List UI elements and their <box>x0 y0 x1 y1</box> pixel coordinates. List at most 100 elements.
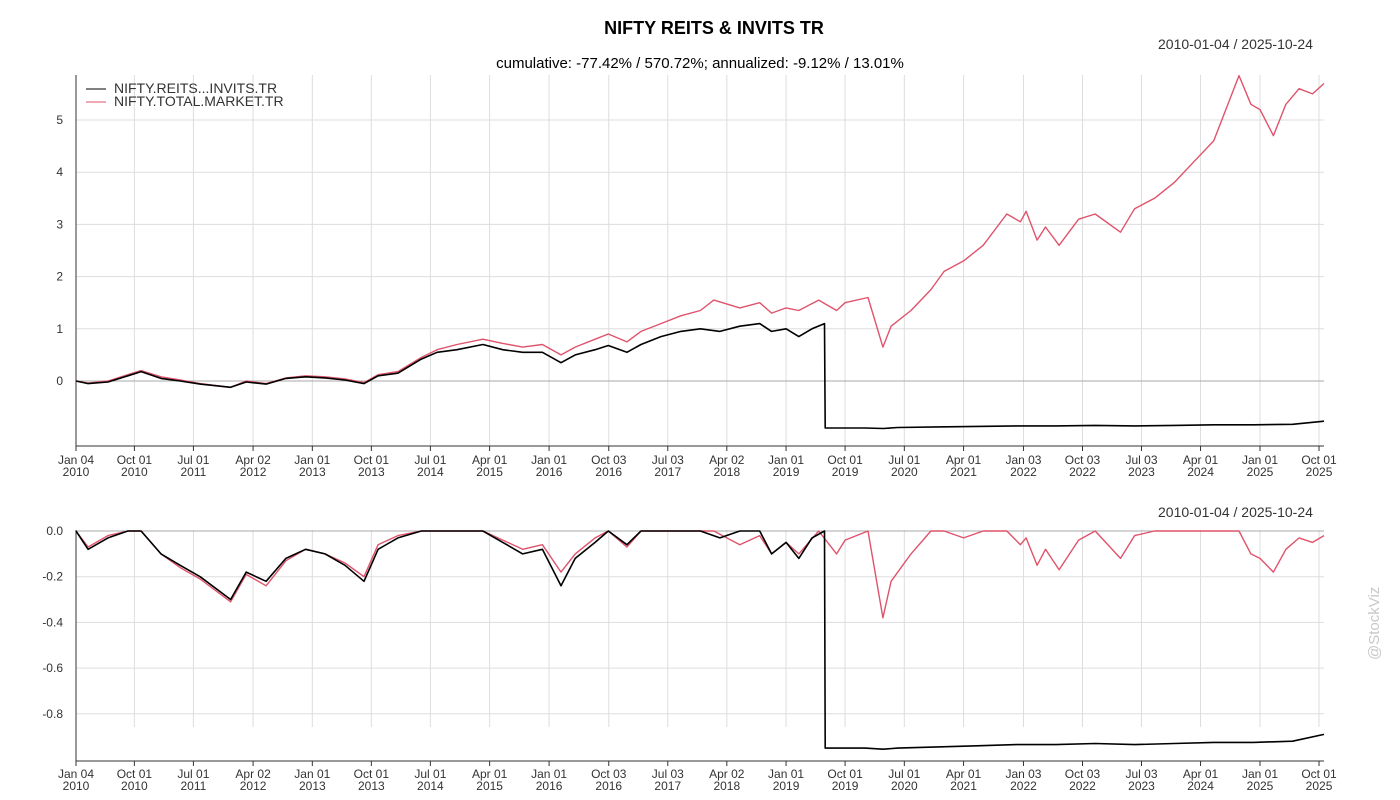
chart-title: NIFTY REITS & INVITS TR <box>604 18 824 38</box>
drawdown-x-tick-label-year: 2019 <box>832 779 859 793</box>
cumulative-series-line-market <box>75 74 1325 388</box>
drawdown-x-tick-label-year: 2025 <box>1247 779 1274 793</box>
cumulative-x-tick-label-year: 2025 <box>1247 465 1274 479</box>
cumulative-x-tick-label: Jan 01 <box>1242 453 1278 467</box>
cumulative-x-tick-label-year: 2018 <box>713 465 740 479</box>
cumulative-x-tick-label: Jul 03 <box>1125 453 1157 467</box>
cumulative-y-tick-label: 3 <box>56 217 63 231</box>
cumulative-x-tick-label: Jan 01 <box>531 453 567 467</box>
cumulative-x-tick-label: Apr 02 <box>235 453 271 467</box>
drawdown-x-tick-label-year: 2025 <box>1306 779 1333 793</box>
cumulative-x-tick-label: Jan 01 <box>294 453 330 467</box>
cumulative-x-tick-label-year: 2012 <box>240 465 267 479</box>
legend-label: NIFTY.TOTAL.MARKET.TR <box>114 93 284 109</box>
cumulative-x-tick-label-year: 2016 <box>595 465 622 479</box>
drawdown-x-tick-label-year: 2017 <box>654 779 681 793</box>
cumulative-y-tick-label: 0 <box>56 374 63 388</box>
cumulative-x-tick-label-year: 2010 <box>63 465 90 479</box>
drawdown-x-tick-label: Apr 01 <box>1183 767 1219 781</box>
drawdown-x-tick-label: Oct 03 <box>591 767 627 781</box>
drawdown-x-tick-label: Apr 01 <box>472 767 508 781</box>
cumulative-x-tick-label-year: 2021 <box>950 465 977 479</box>
cumulative-x-tick-label: Oct 01 <box>117 453 153 467</box>
cumulative-y-tick-label: 1 <box>56 322 63 336</box>
cumulative-x-tick-label-year: 2019 <box>832 465 859 479</box>
drawdown-x-tick-label: Jan 04 <box>58 767 94 781</box>
cumulative-x-tick-label: Oct 03 <box>591 453 627 467</box>
cumulative-x-tick-label: Oct 01 <box>827 453 863 467</box>
drawdown-x-tick-label-year: 2011 <box>180 779 206 793</box>
cumulative-x-tick-label-year: 2022 <box>1010 465 1037 479</box>
cumulative-y-tick-label: 2 <box>56 270 63 284</box>
drawdown-y-tick-label: 0.0 <box>46 524 63 538</box>
cumulative-x-tick-label-year: 2024 <box>1187 465 1214 479</box>
drawdown-x-tick-label: Jan 01 <box>1242 767 1278 781</box>
drawdown-x-tick-label: Oct 01 <box>827 767 863 781</box>
drawdown-x-tick-label-year: 2010 <box>121 779 148 793</box>
cumulative-series-line-reits <box>75 322 1325 430</box>
drawdown-x-tick-label-year: 2012 <box>240 779 267 793</box>
drawdown-x-tick-label: Jul 03 <box>1125 767 1157 781</box>
cumulative-x-tick-label-year: 2014 <box>417 465 444 479</box>
drawdown-x-tick-label: Oct 03 <box>1065 767 1101 781</box>
cumulative-x-tick-label: Jul 01 <box>177 453 209 467</box>
cumulative-x-tick-label-year: 2025 <box>1306 465 1333 479</box>
drawdown-x-tick-label-year: 2022 <box>1010 779 1037 793</box>
cumulative-x-tick-label: Jan 04 <box>58 453 94 467</box>
drawdown-series-line-market <box>75 530 1325 619</box>
top-panel-date-range: 2010-01-04 / 2025-10-24 <box>1158 36 1313 52</box>
cumulative-x-tick-label: Jan 03 <box>1005 453 1041 467</box>
drawdown-x-tick-label: Jul 01 <box>414 767 446 781</box>
cumulative-x-tick-label: Oct 01 <box>1301 453 1337 467</box>
drawdown-x-tick-label: Jul 01 <box>888 767 920 781</box>
drawdown-x-tick-label: Jan 01 <box>294 767 330 781</box>
drawdown-x-tick-label: Jul 03 <box>652 767 684 781</box>
drawdown-y-tick-label: -0.8 <box>42 707 63 721</box>
cumulative-x-tick-label-year: 2017 <box>654 465 681 479</box>
drawdown-x-tick-label: Apr 01 <box>946 767 982 781</box>
drawdown-x-tick-label-year: 2022 <box>1069 779 1096 793</box>
cumulative-x-tick-label: Apr 01 <box>1183 453 1219 467</box>
cumulative-x-tick-label-year: 2019 <box>773 465 800 479</box>
cumulative-x-tick-label: Jul 01 <box>888 453 920 467</box>
drawdown-x-tick-label-year: 2013 <box>299 779 326 793</box>
drawdown-x-tick-label-year: 2014 <box>417 779 444 793</box>
cumulative-x-tick-label: Jul 03 <box>652 453 684 467</box>
bottom-panel-date-range: 2010-01-04 / 2025-10-24 <box>1158 504 1313 520</box>
drawdown-x-tick-label: Apr 02 <box>235 767 271 781</box>
cumulative-x-tick-label-year: 2015 <box>476 465 503 479</box>
drawdown-x-tick-label: Oct 01 <box>1301 767 1337 781</box>
cumulative-x-tick-label-year: 2010 <box>121 465 148 479</box>
drawdown-x-tick-label-year: 2024 <box>1187 779 1214 793</box>
drawdown-x-tick-label-year: 2016 <box>536 779 563 793</box>
cumulative-x-tick-label: Jul 01 <box>414 453 446 467</box>
cumulative-x-tick-label: Apr 01 <box>472 453 508 467</box>
cumulative-x-tick-label-year: 2023 <box>1128 465 1155 479</box>
drawdown-x-tick-label: Oct 01 <box>354 767 390 781</box>
cumulative-x-tick-label: Jan 01 <box>768 453 804 467</box>
drawdown-y-tick-label: -0.6 <box>42 661 63 675</box>
cumulative-x-tick-label-year: 2022 <box>1069 465 1096 479</box>
drawdown-x-tick-label-year: 2013 <box>358 779 385 793</box>
drawdown-x-tick-label: Oct 01 <box>117 767 153 781</box>
legend-label: NIFTY.REITS...INVITS.TR <box>114 80 277 96</box>
drawdown-x-tick-label-year: 2019 <box>773 779 800 793</box>
cumulative-y-tick-label: 4 <box>56 165 63 179</box>
cumulative-x-tick-label: Apr 02 <box>709 453 745 467</box>
drawdown-x-tick-label: Jan 01 <box>768 767 804 781</box>
cumulative-x-tick-label-year: 2020 <box>891 465 918 479</box>
drawdown-x-tick-label: Apr 02 <box>709 767 745 781</box>
drawdown-x-tick-label: Jan 01 <box>531 767 567 781</box>
drawdown-x-tick-label: Jul 01 <box>177 767 209 781</box>
drawdown-x-tick-label-year: 2016 <box>595 779 622 793</box>
cumulative-x-tick-label: Oct 03 <box>1065 453 1101 467</box>
drawdown-x-tick-label-year: 2020 <box>891 779 918 793</box>
cumulative-x-tick-label: Oct 01 <box>354 453 390 467</box>
cumulative-x-tick-label: Apr 01 <box>946 453 982 467</box>
chart-subtitle: cumulative: -77.42% / 570.72%; annualize… <box>496 55 904 72</box>
drawdown-x-tick-label-year: 2010 <box>63 779 90 793</box>
drawdown-y-tick-label: -0.2 <box>42 570 63 584</box>
drawdown-x-tick-label: Jan 03 <box>1005 767 1041 781</box>
cumulative-x-tick-label-year: 2013 <box>358 465 385 479</box>
